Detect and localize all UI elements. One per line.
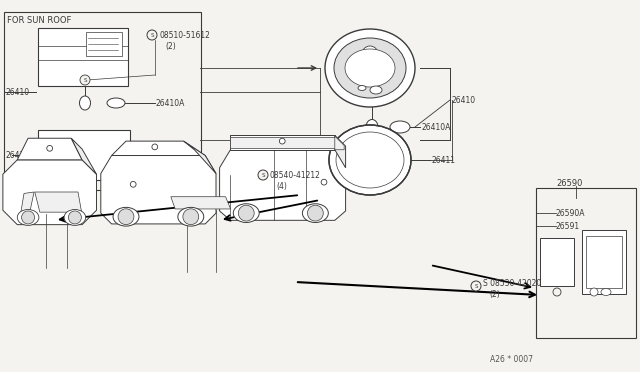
Text: 26410A: 26410A bbox=[156, 99, 186, 108]
Text: (4): (4) bbox=[276, 182, 287, 190]
Text: S: S bbox=[556, 289, 559, 295]
Text: S: S bbox=[150, 32, 154, 38]
Text: S: S bbox=[261, 173, 265, 177]
Bar bbox=[582, 230, 626, 294]
Ellipse shape bbox=[79, 96, 90, 110]
Ellipse shape bbox=[329, 125, 411, 195]
Circle shape bbox=[362, 46, 378, 62]
Circle shape bbox=[307, 205, 323, 221]
Circle shape bbox=[471, 281, 481, 291]
Polygon shape bbox=[17, 138, 82, 160]
Circle shape bbox=[68, 211, 81, 224]
Circle shape bbox=[152, 144, 157, 150]
Polygon shape bbox=[220, 150, 346, 220]
Bar bbox=[38, 130, 130, 180]
Ellipse shape bbox=[358, 86, 366, 90]
Circle shape bbox=[238, 205, 254, 221]
Polygon shape bbox=[35, 192, 82, 212]
Ellipse shape bbox=[17, 209, 39, 225]
Polygon shape bbox=[184, 141, 216, 173]
Text: 08510-51612: 08510-51612 bbox=[159, 31, 210, 39]
Bar bbox=[586, 236, 622, 288]
Polygon shape bbox=[230, 135, 335, 150]
Polygon shape bbox=[335, 135, 346, 168]
Text: 26411: 26411 bbox=[431, 155, 455, 164]
Ellipse shape bbox=[345, 49, 395, 87]
Text: 08540-41212: 08540-41212 bbox=[270, 170, 321, 180]
Ellipse shape bbox=[370, 86, 382, 94]
Circle shape bbox=[553, 288, 561, 296]
Text: 26410: 26410 bbox=[5, 87, 29, 96]
Ellipse shape bbox=[334, 38, 406, 98]
Polygon shape bbox=[171, 197, 230, 209]
Bar bbox=[540, 238, 574, 286]
Bar bbox=[536, 188, 636, 338]
Circle shape bbox=[321, 179, 327, 185]
Polygon shape bbox=[20, 192, 34, 215]
Text: 26411: 26411 bbox=[5, 151, 29, 160]
Bar bbox=[38, 28, 128, 86]
Ellipse shape bbox=[390, 121, 410, 133]
Text: S: S bbox=[83, 77, 87, 83]
Text: 26591: 26591 bbox=[556, 221, 580, 231]
Ellipse shape bbox=[64, 209, 86, 225]
Ellipse shape bbox=[366, 119, 378, 135]
Ellipse shape bbox=[325, 29, 415, 107]
Text: S: S bbox=[474, 283, 477, 289]
Polygon shape bbox=[3, 160, 97, 225]
Ellipse shape bbox=[233, 204, 259, 222]
Bar bbox=[86, 32, 122, 56]
Circle shape bbox=[590, 288, 598, 296]
Polygon shape bbox=[111, 141, 205, 155]
Polygon shape bbox=[101, 155, 216, 224]
Text: FOR SUN ROOF: FOR SUN ROOF bbox=[7, 16, 72, 25]
Circle shape bbox=[280, 138, 285, 144]
Ellipse shape bbox=[303, 204, 328, 222]
Text: 26410A: 26410A bbox=[421, 122, 451, 131]
Polygon shape bbox=[230, 137, 335, 148]
Text: S 08530-42020: S 08530-42020 bbox=[483, 279, 541, 288]
Ellipse shape bbox=[113, 207, 139, 226]
Polygon shape bbox=[335, 136, 344, 150]
Circle shape bbox=[118, 209, 134, 225]
Circle shape bbox=[147, 30, 157, 40]
Text: 26590A: 26590A bbox=[556, 208, 586, 218]
Bar bbox=[4, 12, 201, 190]
FancyBboxPatch shape bbox=[40, 131, 128, 179]
Circle shape bbox=[131, 182, 136, 187]
Ellipse shape bbox=[107, 98, 125, 108]
Circle shape bbox=[183, 209, 198, 225]
Circle shape bbox=[258, 170, 268, 180]
Text: 26590: 26590 bbox=[556, 179, 582, 187]
Text: A26 * 0007: A26 * 0007 bbox=[490, 356, 533, 365]
Text: 26410: 26410 bbox=[452, 96, 476, 105]
Polygon shape bbox=[71, 138, 97, 174]
Text: (2): (2) bbox=[489, 289, 500, 298]
Circle shape bbox=[47, 145, 52, 151]
Ellipse shape bbox=[178, 207, 204, 226]
Text: (2): (2) bbox=[165, 42, 176, 51]
Ellipse shape bbox=[601, 289, 611, 295]
Circle shape bbox=[80, 75, 90, 85]
FancyBboxPatch shape bbox=[40, 30, 84, 58]
Circle shape bbox=[22, 211, 35, 224]
